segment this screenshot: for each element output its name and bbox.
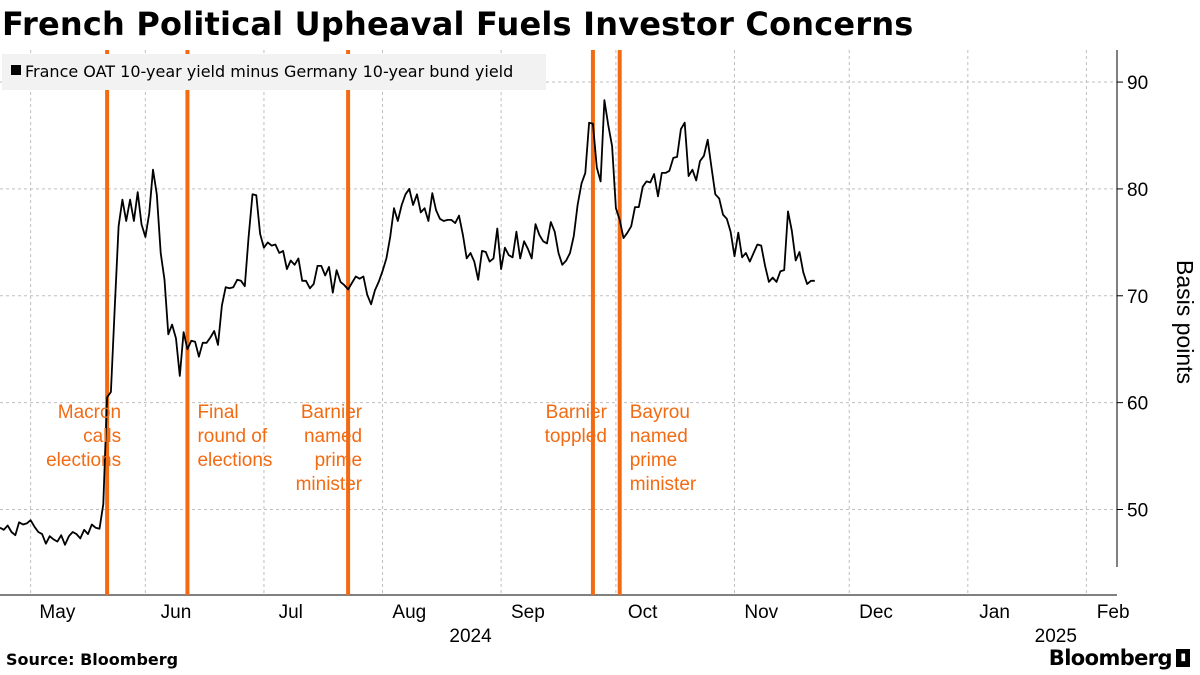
event-label-line: prime [315,450,363,471]
event-label-line: Bayrou [630,402,690,423]
series-line [0,99,815,546]
source-note: Source: Bloomberg [6,650,179,669]
event-label-line: minister [296,474,363,495]
x-tick-label: Aug [392,602,426,623]
event-markers [105,50,622,595]
event-label-line: Macron [58,402,121,423]
x-tick-label: Jan [979,602,1010,623]
axes: 50 60 70 80 90 May Jun Jul Aug Sep Oct Nov Dec Jan Feb… [0,50,1198,647]
x-tick-label: Nov [744,602,778,623]
y-tick-label: 90 [1127,73,1148,94]
event-label-line: Final [197,402,238,423]
y-tick-label: 50 [1127,501,1148,522]
x-tick-label: Jun [161,602,192,623]
event-label: Barnier toppled [545,402,608,447]
x-tick-label: Feb [1097,602,1130,623]
x-tick-label: Sep [511,602,545,623]
x-tick-label: Jul [279,602,303,623]
event-label-line: named [630,426,688,447]
x-tick-label: May [39,602,75,623]
x-tick-label: Dec [859,602,893,623]
event-label-line: elections [197,450,272,471]
legend-background [2,54,546,90]
series-layer [0,99,815,546]
event-label-line: Barnier [546,402,608,423]
chart-title: French Political Upheaval Fuels Investor… [2,5,914,43]
y-tick-label: 60 [1127,394,1148,415]
event-label-line: calls [83,426,121,447]
event-label-line: minister [630,474,697,495]
event-annotations: Macron calls elections Final round of electio… [46,402,697,495]
legend-swatch [11,65,21,75]
y-axis-title: Basis points [1172,260,1198,384]
bloomberg-logo: Bloomberg ▮ [1049,646,1190,670]
event-label-line: Barnier [301,402,363,423]
y-tick-label: 80 [1127,180,1148,201]
brand-name: Bloomberg [1048,646,1173,670]
legend-entry: France OAT 10-year yield minus Germany 1… [25,62,513,81]
event-label: Macron calls elections [46,402,121,471]
event-label: Bayrou named prime minister [630,402,697,495]
event-label-line: prime [630,450,678,471]
event-label: Barnier named prime minister [296,402,363,495]
event-label-line: toppled [545,426,607,447]
event-label-line: elections [46,450,121,471]
x-year-label: 2025 [1035,626,1077,647]
x-year-label: 2024 [449,626,492,647]
y-tick-label: 70 [1127,287,1148,308]
legend: France OAT 10-year yield minus Germany 1… [2,54,546,90]
x-tick-label: Oct [628,602,658,623]
event-label-line: named [304,426,362,447]
event-label-line: round of [197,426,267,447]
logo-mark-icon: ▮ [1176,649,1190,667]
event-label: Final round of elections [197,402,272,471]
